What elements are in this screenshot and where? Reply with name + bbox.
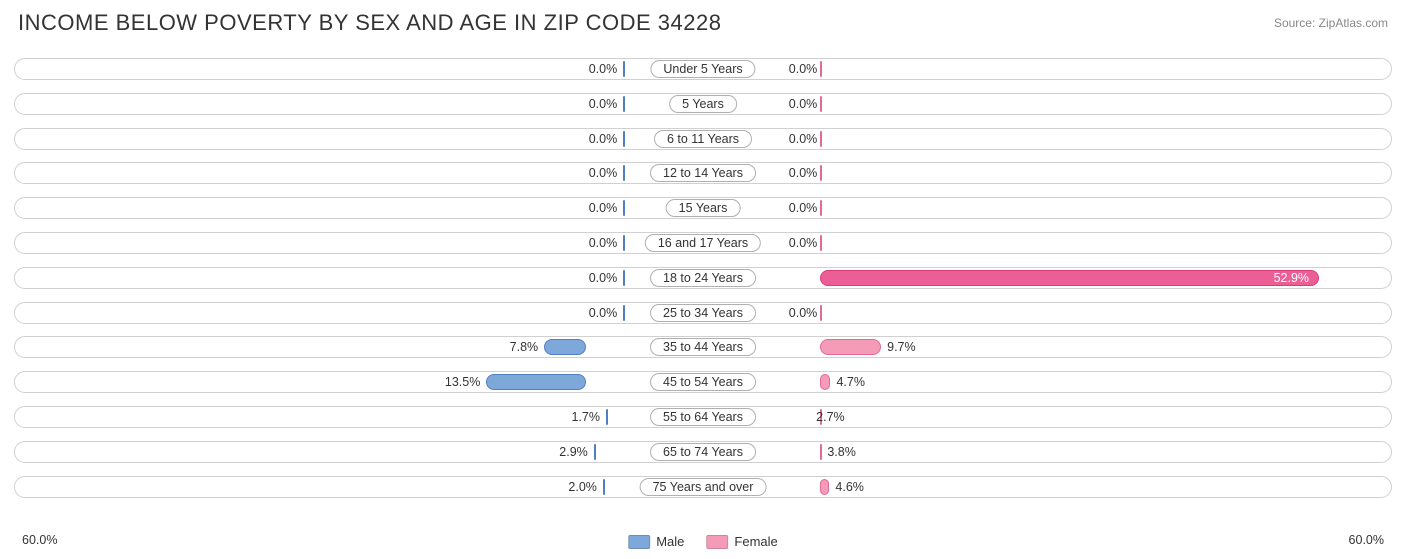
female-bar: [820, 131, 822, 147]
legend-label: Female: [734, 534, 777, 549]
female-value: 0.0%: [783, 236, 818, 250]
male-value: 7.8%: [510, 340, 545, 354]
female-value: 0.0%: [783, 97, 818, 111]
male-value: 13.5%: [445, 375, 486, 389]
legend-label: Male: [656, 534, 684, 549]
female-bar: [820, 479, 829, 495]
category-label: 18 to 24 Years: [650, 269, 756, 287]
male-value: 0.0%: [589, 306, 624, 320]
chart-row: 2.9% 3.8% 65 to 74 Years: [14, 441, 1392, 463]
female-bar: [820, 61, 822, 77]
legend-swatch: [706, 535, 728, 549]
male-value: 2.0%: [568, 480, 603, 494]
male-value: 0.0%: [589, 62, 624, 76]
male-bar: [603, 479, 605, 495]
male-value: 0.0%: [589, 132, 624, 146]
female-value: 0.0%: [783, 306, 818, 320]
male-value: 0.0%: [589, 271, 624, 285]
chart-area: 0.0%0.0%Under 5 Years0.0%0.0%5 Years0.0%…: [14, 58, 1392, 525]
category-label: 5 Years: [669, 95, 737, 113]
legend-item: Female: [706, 534, 777, 549]
chart-row: 0.0% 0.0% 6 to 11 Years: [14, 128, 1392, 150]
female-value: 52.9%: [1274, 271, 1319, 285]
female-bar: [820, 305, 822, 321]
female-value: 0.0%: [783, 132, 818, 146]
category-label: 65 to 74 Years: [650, 443, 756, 461]
chart-row: 0.0% 0.0% Under 5 Years: [14, 58, 1392, 80]
female-value: 4.7%: [830, 375, 865, 389]
female-value: 0.0%: [783, 201, 818, 215]
legend: Male Female: [628, 534, 778, 549]
male-bar: [623, 131, 625, 147]
male-bar: [544, 339, 586, 355]
male-bar: [623, 165, 625, 181]
axis-label-left: 60.0%: [22, 533, 57, 547]
chart-row: 7.8% 9.7% 35 to 44 Years: [14, 336, 1392, 358]
male-value: 0.0%: [589, 97, 624, 111]
male-bar: [623, 305, 625, 321]
male-value: 0.0%: [589, 166, 624, 180]
female-value: 0.0%: [783, 166, 818, 180]
chart-row: 2.0% 4.6% 75 Years and over: [14, 476, 1392, 498]
category-label: 45 to 54 Years: [650, 373, 756, 391]
male-bar: [486, 374, 586, 390]
female-value: 9.7%: [881, 340, 916, 354]
female-value: 3.8%: [821, 445, 856, 459]
category-label: 55 to 64 Years: [650, 408, 756, 426]
chart-row: 0.0% 0.0% 16 and 17 Years: [14, 232, 1392, 254]
female-bar: [820, 96, 822, 112]
category-label: 35 to 44 Years: [650, 338, 756, 356]
legend-item: Male: [628, 534, 684, 549]
chart-row: 0.0% 0.0% 15 Years: [14, 197, 1392, 219]
axis-label-right: 60.0%: [1349, 533, 1384, 547]
female-bar: [820, 374, 831, 390]
category-label: 6 to 11 Years: [654, 130, 752, 148]
chart-row: 0.0% 0.0% 12 to 14 Years: [14, 162, 1392, 184]
male-bar: [623, 200, 625, 216]
male-bar: [623, 96, 625, 112]
chart-row: 0.0% 0.0% 5 Years: [14, 93, 1392, 115]
female-value: 0.0%: [783, 62, 818, 76]
category-label: 75 Years and over: [640, 478, 767, 496]
male-value: 1.7%: [571, 410, 606, 424]
category-label: 15 Years: [666, 199, 741, 217]
category-label: 12 to 14 Years: [650, 164, 756, 182]
female-value: 2.7%: [810, 410, 845, 424]
chart-row: 13.5% 4.7% 45 to 54 Years: [14, 371, 1392, 393]
male-bar: [623, 61, 625, 77]
male-bar: [606, 409, 608, 425]
female-bar: [820, 270, 1319, 286]
source-attribution: Source: ZipAtlas.com: [1274, 16, 1388, 30]
female-bar: [820, 200, 822, 216]
chart-row: 1.7% 2.7% 55 to 64 Years: [14, 406, 1392, 428]
category-label: Under 5 Years: [650, 60, 755, 78]
chart-title: INCOME BELOW POVERTY BY SEX AND AGE IN Z…: [18, 10, 721, 36]
chart-row: 0.0% 0.0% 25 to 34 Years: [14, 302, 1392, 324]
female-bar: [820, 235, 822, 251]
chart-row: 0.0% 52.9% 18 to 24 Years: [14, 267, 1392, 289]
male-bar: [623, 270, 625, 286]
category-label: 25 to 34 Years: [650, 304, 756, 322]
female-bar: [820, 339, 881, 355]
male-bar: [594, 444, 596, 460]
category-label: 16 and 17 Years: [645, 234, 761, 252]
female-bar: [820, 165, 822, 181]
male-value: 0.0%: [589, 201, 624, 215]
female-value: 4.6%: [829, 480, 864, 494]
male-bar: [623, 235, 625, 251]
male-value: 0.0%: [589, 236, 624, 250]
male-value: 2.9%: [559, 445, 594, 459]
legend-swatch: [628, 535, 650, 549]
